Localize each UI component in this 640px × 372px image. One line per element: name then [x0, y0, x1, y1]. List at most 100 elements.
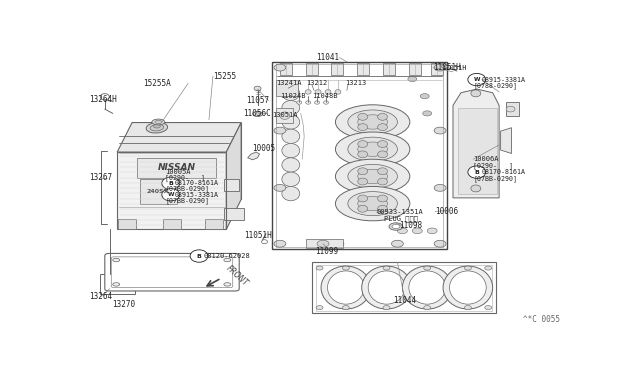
Polygon shape [137, 158, 216, 178]
Polygon shape [117, 122, 241, 152]
Ellipse shape [282, 100, 300, 115]
Ellipse shape [468, 166, 486, 178]
Polygon shape [431, 63, 443, 75]
Polygon shape [117, 152, 227, 230]
Ellipse shape [335, 159, 410, 193]
Polygon shape [306, 63, 317, 75]
Text: 13213: 13213 [346, 80, 367, 86]
Text: ^*C 0055: ^*C 0055 [523, 315, 560, 324]
Polygon shape [205, 219, 223, 230]
Ellipse shape [424, 305, 431, 310]
Text: PLUG プラグ: PLUG プラグ [383, 215, 417, 222]
Text: NISSAN: NISSAN [157, 163, 196, 172]
Ellipse shape [358, 151, 367, 158]
Polygon shape [276, 108, 293, 124]
Ellipse shape [368, 271, 405, 304]
Text: 11056C: 11056C [243, 109, 271, 118]
Ellipse shape [484, 305, 492, 310]
Ellipse shape [358, 113, 367, 120]
Text: W: W [474, 77, 480, 82]
Polygon shape [453, 89, 499, 198]
Ellipse shape [358, 195, 367, 202]
Text: 13264H: 13264H [89, 94, 116, 103]
Ellipse shape [383, 266, 390, 270]
Ellipse shape [358, 196, 388, 211]
Ellipse shape [335, 132, 410, 166]
Text: B: B [474, 170, 479, 174]
Ellipse shape [306, 101, 310, 104]
Text: 11051H: 11051H [244, 231, 271, 240]
Text: 13241A: 13241A [276, 80, 301, 86]
Ellipse shape [255, 113, 260, 115]
Text: 15255: 15255 [213, 72, 236, 81]
Ellipse shape [434, 240, 446, 247]
Ellipse shape [342, 305, 349, 310]
Ellipse shape [317, 240, 329, 247]
Polygon shape [118, 219, 136, 230]
Ellipse shape [428, 228, 437, 234]
Text: 08170-8161A: 08170-8161A [482, 169, 526, 175]
Ellipse shape [100, 94, 109, 100]
Ellipse shape [358, 115, 388, 129]
Text: [0290-   ]: [0290- ] [474, 162, 513, 169]
Text: 11051H: 11051H [433, 63, 461, 72]
Ellipse shape [335, 90, 341, 94]
Ellipse shape [274, 240, 286, 247]
Text: 08170-8161A: 08170-8161A [174, 180, 218, 186]
Ellipse shape [274, 185, 286, 191]
Ellipse shape [378, 151, 388, 158]
Ellipse shape [282, 172, 300, 186]
Text: [0788-0290]: [0788-0290] [474, 83, 517, 89]
Ellipse shape [378, 168, 388, 175]
Text: 15255A: 15255A [143, 79, 171, 88]
Polygon shape [500, 128, 511, 154]
Ellipse shape [162, 177, 180, 189]
Polygon shape [316, 264, 492, 311]
Text: 10005A: 10005A [165, 169, 191, 175]
Ellipse shape [282, 115, 300, 129]
Ellipse shape [471, 185, 481, 192]
Text: 10005: 10005 [252, 144, 275, 153]
Polygon shape [506, 102, 519, 116]
Ellipse shape [328, 271, 364, 304]
Ellipse shape [409, 271, 445, 304]
Text: 08915-3381A: 08915-3381A [174, 192, 218, 198]
Ellipse shape [423, 111, 431, 116]
Ellipse shape [316, 266, 323, 270]
Text: 10006: 10006 [435, 207, 458, 216]
Ellipse shape [442, 64, 449, 69]
Ellipse shape [150, 125, 164, 131]
Ellipse shape [408, 76, 417, 81]
Ellipse shape [224, 283, 231, 286]
Ellipse shape [362, 266, 412, 309]
Ellipse shape [392, 225, 400, 228]
Ellipse shape [383, 305, 390, 310]
Ellipse shape [274, 64, 286, 71]
Text: 11051H: 11051H [441, 65, 467, 71]
Ellipse shape [348, 137, 397, 161]
Ellipse shape [282, 144, 300, 158]
Polygon shape [383, 63, 395, 75]
Ellipse shape [348, 192, 397, 216]
Ellipse shape [190, 250, 208, 262]
Ellipse shape [321, 266, 371, 309]
Ellipse shape [348, 164, 397, 189]
Ellipse shape [113, 283, 120, 286]
Text: 08120-62028: 08120-62028 [204, 253, 251, 259]
Ellipse shape [274, 127, 286, 134]
Ellipse shape [152, 119, 165, 125]
FancyBboxPatch shape [105, 253, 239, 291]
Polygon shape [248, 152, 260, 160]
Ellipse shape [146, 122, 168, 133]
Ellipse shape [403, 266, 452, 309]
Text: 11057: 11057 [246, 96, 269, 105]
Ellipse shape [465, 266, 471, 270]
Text: [07BB-0290]: [07BB-0290] [474, 175, 517, 182]
Ellipse shape [315, 90, 321, 94]
Ellipse shape [434, 127, 446, 134]
Ellipse shape [358, 141, 367, 147]
Ellipse shape [342, 266, 349, 270]
Ellipse shape [348, 110, 397, 134]
Ellipse shape [392, 240, 403, 247]
Ellipse shape [262, 240, 268, 244]
